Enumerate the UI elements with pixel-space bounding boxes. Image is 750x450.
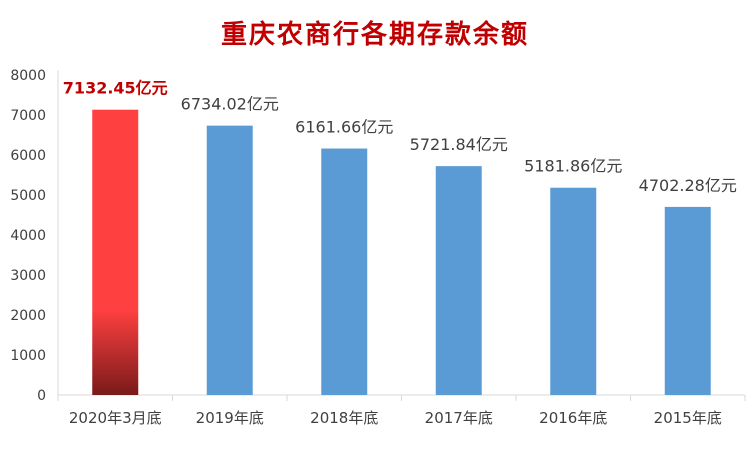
data-label: 5721.84亿元 bbox=[410, 135, 508, 154]
data-label: 5181.86亿元 bbox=[524, 157, 622, 176]
y-tick-label: 7000 bbox=[10, 108, 46, 124]
y-tick-label: 1000 bbox=[10, 348, 46, 364]
x-category-label: 2018年底 bbox=[310, 409, 378, 427]
x-category-label: 2015年底 bbox=[654, 409, 722, 427]
bar bbox=[435, 166, 482, 395]
chart-title: 重庆农商行各期存款余额 bbox=[220, 20, 529, 50]
y-tick-label: 4000 bbox=[10, 228, 46, 244]
x-category-label: 2020年3月底 bbox=[69, 409, 162, 427]
x-category-label: 2017年底 bbox=[425, 409, 493, 427]
y-tick-label: 0 bbox=[37, 388, 46, 404]
y-tick-label: 5000 bbox=[10, 188, 46, 204]
y-tick-label: 2000 bbox=[10, 308, 46, 324]
y-tick-label: 3000 bbox=[10, 268, 46, 284]
bar bbox=[664, 206, 711, 395]
y-tick-label: 8000 bbox=[10, 68, 46, 84]
bar bbox=[206, 125, 253, 396]
bar bbox=[321, 148, 368, 395]
data-label: 6734.02亿元 bbox=[181, 95, 279, 114]
y-tick-label: 6000 bbox=[10, 148, 46, 164]
bar bbox=[550, 187, 597, 395]
bar-highlight bbox=[92, 109, 139, 396]
x-category-label: 2016年底 bbox=[539, 409, 607, 427]
data-label: 6161.66亿元 bbox=[295, 118, 393, 137]
data-label: 4702.28亿元 bbox=[639, 176, 737, 195]
data-label: 7132.45亿元 bbox=[63, 79, 168, 98]
x-category-label: 2019年底 bbox=[196, 409, 264, 427]
